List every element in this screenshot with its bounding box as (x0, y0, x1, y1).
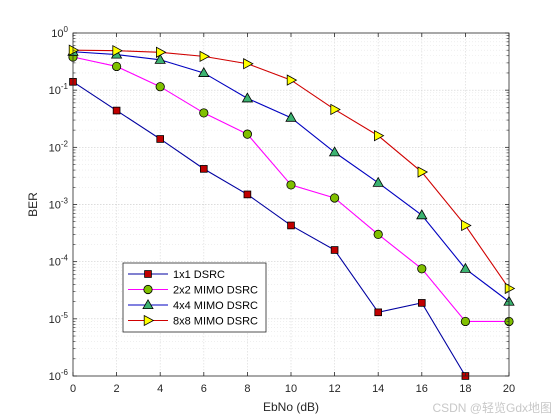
data-point-1x1-dsrc (112, 106, 121, 115)
data-point-1x1-dsrc (374, 308, 382, 317)
x-tick-label: 14 (372, 383, 384, 395)
data-point-2x2-mimo-dsrc (373, 229, 383, 239)
data-point-4x4-mimo-dsrc (459, 262, 472, 273)
data-point-2x2-mimo-dsrc (460, 316, 470, 327)
legend-marker-8x8-mimo-dsrc (143, 314, 155, 327)
legend-marker-4x4-mimo-dsrc (142, 298, 154, 310)
data-point-2x2-mimo-dsrc (417, 264, 427, 274)
x-tick-label: 10 (285, 383, 297, 395)
data-point-8x8-mimo-dsrc (373, 129, 385, 142)
x-axis-label: EbNo (dB) (263, 400, 319, 414)
data-point-4x4-mimo-dsrc (416, 209, 428, 220)
y-tick-label: 10-3 (49, 197, 69, 212)
data-point-8x8-mimo-dsrc (243, 58, 254, 70)
data-point-2x2-mimo-dsrc (155, 82, 165, 92)
data-point-8x8-mimo-dsrc (199, 50, 211, 63)
data-point-4x4-mimo-dsrc (372, 176, 384, 187)
y-tick-label: 10-6 (49, 368, 69, 383)
y-tick-label: 100 (51, 25, 68, 40)
data-point-4x4-mimo-dsrc (328, 146, 341, 157)
data-point-1x1-dsrc (243, 190, 252, 199)
legend-label-8x8-mimo-dsrc: 8x8 MIMO DSRC (173, 316, 258, 328)
data-point-8x8-mimo-dsrc (155, 46, 167, 58)
data-point-8x8-mimo-dsrc (417, 166, 429, 178)
x-tick-label: 4 (157, 383, 163, 395)
data-point-2x2-mimo-dsrc (286, 180, 296, 190)
x-tick-label: 20 (503, 383, 515, 395)
legend-marker-2x2-mimo-dsrc (143, 284, 153, 295)
data-point-8x8-mimo-dsrc (504, 282, 516, 295)
data-point-8x8-mimo-dsrc (286, 74, 298, 86)
x-tick-label: 8 (244, 383, 250, 395)
x-tick-label: 16 (416, 383, 428, 395)
data-point-4x4-mimo-dsrc (198, 66, 210, 77)
data-point-8x8-mimo-dsrc (330, 103, 341, 116)
data-point-2x2-mimo-dsrc (329, 193, 340, 203)
x-tick-label: 2 (114, 383, 120, 395)
data-point-4x4-mimo-dsrc (241, 92, 254, 103)
legend: 1x1 DSRC 2x2 MIMO DSRC 4x4 MIMO DSRC 8x8 MI… (122, 262, 267, 333)
data-point-4x4-mimo-dsrc (154, 53, 166, 64)
x-tick-label: 6 (201, 383, 207, 395)
data-point-8x8-mimo-dsrc (112, 45, 123, 57)
y-tick-label: 10-4 (49, 254, 69, 269)
data-point-1x1-dsrc (199, 165, 208, 173)
y-tick-label: 10-1 (49, 82, 69, 97)
legend-label-2x2-mimo-dsrc: 2x2 MIMO DSRC (173, 285, 258, 297)
series-line-1x1-dsrc (72, 81, 466, 377)
tick-layer: 0 2 4 6 8 10 12 14 16 18 20 10-6 10-5 10-4 10-3 10-2 10-… (49, 25, 516, 395)
data-point-1x1-dsrc (417, 299, 426, 307)
data-point-1x1-dsrc (287, 221, 295, 230)
legend-label-1x1-dsrc: 1x1 DSRC (173, 269, 225, 281)
y-tick-label: 10-2 (49, 139, 69, 154)
data-point-2x2-mimo-dsrc (199, 108, 209, 118)
x-tick-label: 12 (328, 383, 340, 395)
legend-label-4x4-mimo-dsrc: 4x4 MIMO DSRC (173, 300, 258, 312)
data-point-1x1-dsrc (156, 135, 165, 143)
x-tick-label: 0 (70, 383, 76, 395)
data-point-8x8-mimo-dsrc (461, 219, 472, 232)
y-axis-label: BER (26, 192, 40, 217)
x-tick-label: 18 (459, 383, 471, 395)
data-point-2x2-mimo-dsrc (242, 129, 252, 139)
data-point-2x2-mimo-dsrc (112, 61, 122, 72)
data-point-1x1-dsrc (330, 246, 339, 254)
data-point-4x4-mimo-dsrc (285, 111, 297, 122)
y-tick-label: 10-5 (49, 311, 69, 326)
watermark: CSDN @轻览Gdx地图 (432, 400, 552, 415)
legend-marker-1x1-dsrc (144, 270, 152, 278)
